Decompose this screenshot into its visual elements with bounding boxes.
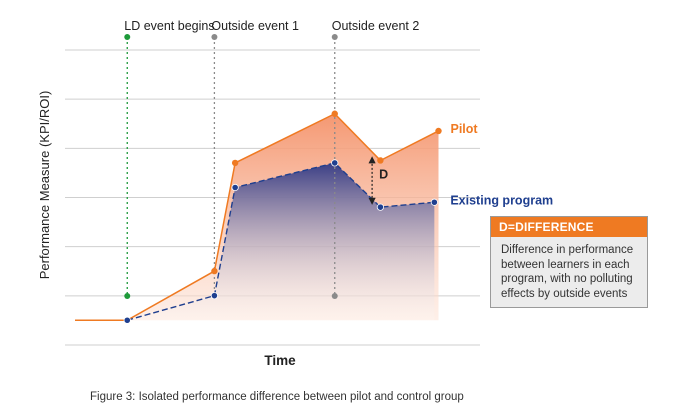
x-axis-label: Time (264, 353, 296, 368)
event-marker-top (331, 34, 338, 40)
event-label: Outside event 1 (211, 19, 299, 33)
pilot-point (211, 267, 218, 275)
callout-title: D=DIFFERENCE (491, 217, 647, 237)
pilot-point (231, 159, 239, 167)
existing-program-point (210, 292, 218, 300)
figure-caption: Figure 3: Isolated performance differenc… (90, 391, 464, 403)
event-label: Outside event 2 (332, 19, 420, 33)
difference-annotation: D (368, 156, 388, 205)
chart-labels: Pilot Existing program Time Performance Mea… (37, 91, 553, 403)
pilot-point (331, 110, 338, 117)
event-label: LD event begins (124, 19, 214, 33)
pilot-line (126, 112, 439, 321)
existing-program-point (430, 198, 438, 206)
difference-label: D (379, 168, 388, 182)
existing-program-point (331, 159, 339, 167)
y-axis-label: Performance Measure (KPI/ROI) (37, 91, 52, 280)
event-marker-bottom (124, 293, 131, 299)
existing-program-point (376, 203, 384, 211)
series-lines (75, 110, 442, 324)
event-marker-top (124, 34, 131, 40)
difference-callout: D=DIFFERENCE Difference in performance b… (490, 216, 648, 308)
existing-program-line (127, 162, 435, 321)
callout-text: Difference in performance between learne… (501, 244, 634, 300)
existing-program-point (231, 183, 239, 192)
existing-program-point (123, 316, 131, 324)
event-marker-top (211, 34, 218, 40)
series-areas (127, 113, 439, 321)
existing-program-area (127, 162, 435, 321)
pilot-series-label: Pilot (451, 122, 479, 136)
existing-program-series-label: Existing program (450, 193, 553, 207)
pilot-point (377, 157, 384, 164)
event-marker-bottom (331, 293, 338, 299)
pilot-point (435, 127, 442, 135)
